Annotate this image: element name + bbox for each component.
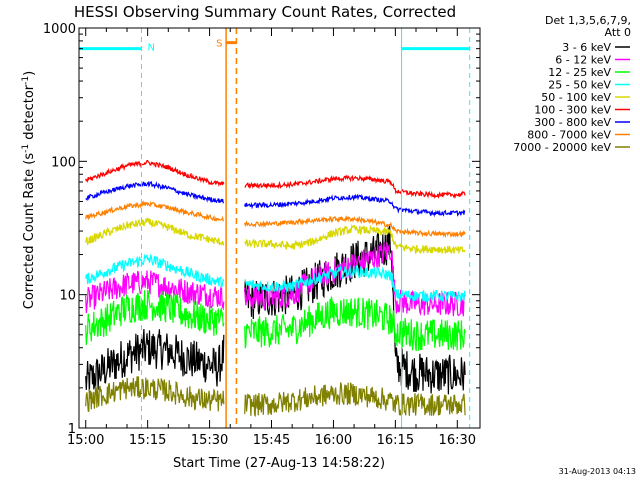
legend-label: 800 - 7000 keV <box>527 129 611 142</box>
y-axis-label: Corrected Count Rate (s-1 detector-1) <box>21 71 37 309</box>
series-line <box>244 264 466 303</box>
legend-label: 25 - 50 keV <box>548 79 611 92</box>
y-axis-label-main: Corrected Count Rate (s <box>22 153 37 310</box>
series-line <box>244 193 466 218</box>
series-12-25-kev <box>85 289 466 352</box>
series-line <box>85 253 225 289</box>
series-line <box>244 296 466 352</box>
series-line <box>85 328 225 394</box>
series-line <box>85 160 225 188</box>
series-layer <box>85 160 466 418</box>
axes <box>78 27 481 429</box>
series-line <box>85 217 225 246</box>
y-tick-label: 10 <box>59 289 76 304</box>
x-tick-label: 15:00 <box>67 433 104 448</box>
legend-label: 6 - 12 keV <box>555 54 611 67</box>
x-tick-label: 15:45 <box>253 433 290 448</box>
series-line <box>244 174 466 199</box>
series-800-7000-kev <box>85 199 466 239</box>
legend-label: 3 - 6 keV <box>562 41 611 54</box>
x-tick-label: 15:30 <box>191 433 228 448</box>
legend-label: 50 - 100 keV <box>541 91 611 104</box>
chart-title: HESSI Observing Summary Count Rates, Cor… <box>74 3 456 21</box>
y-axis-label-sup1: -1 <box>21 144 31 153</box>
legend-header-attenuator: Att 0 <box>605 26 631 39</box>
plot-frame <box>78 27 481 429</box>
legend-label: 7000 - 20000 keV <box>513 141 611 154</box>
y-tick-label: 1 <box>68 422 76 437</box>
series-line <box>85 270 225 314</box>
x-tick-label: 16:15 <box>377 433 414 448</box>
series-line <box>244 223 466 255</box>
series-7000-20000-kev <box>85 376 466 418</box>
series-100-300-kev <box>85 160 466 199</box>
series-line <box>85 376 225 413</box>
series-25-50-kev <box>85 253 466 303</box>
x-axis-ticks: 15:00 15:15 15:30 15:45 16:00 16:15 16:30 <box>67 28 476 448</box>
series-line <box>85 199 225 222</box>
legend-header-detectors: Det 1,3,5,6,7,9, <box>545 14 631 27</box>
series-line <box>244 215 466 239</box>
night-label: N <box>147 43 154 54</box>
y-axis-label-sup2: -1 <box>21 76 31 85</box>
series-line <box>244 242 466 317</box>
legend-label: 300 - 800 keV <box>534 116 611 129</box>
y-axis-label-end: ) <box>22 71 37 76</box>
y-tick-label: 1000 <box>43 22 76 37</box>
x-tick-label: 15:15 <box>129 433 166 448</box>
series-line <box>85 180 224 204</box>
series-line <box>244 382 466 418</box>
footer-timestamp: 31-Aug-2013 04:13 <box>559 467 636 476</box>
x-tick-label: 16:00 <box>315 433 352 448</box>
series-line <box>85 289 225 346</box>
series-50-100-kev <box>85 217 466 255</box>
saa-label: S <box>216 39 222 50</box>
y-axis-label-mid: detector <box>22 84 37 144</box>
x-tick-label: 16:30 <box>439 433 476 448</box>
y-tick-label: 100 <box>51 155 76 170</box>
x-axis-label: Start Time (27-Aug-13 14:58:22) <box>173 456 385 471</box>
legend-label: 100 - 300 keV <box>534 104 611 117</box>
series-6-12-kev <box>85 242 466 317</box>
legend-label: 12 - 25 keV <box>548 66 611 79</box>
series-300-800-kev <box>85 180 466 218</box>
y-axis-ticks: 1 10 100 1000 <box>43 22 480 437</box>
